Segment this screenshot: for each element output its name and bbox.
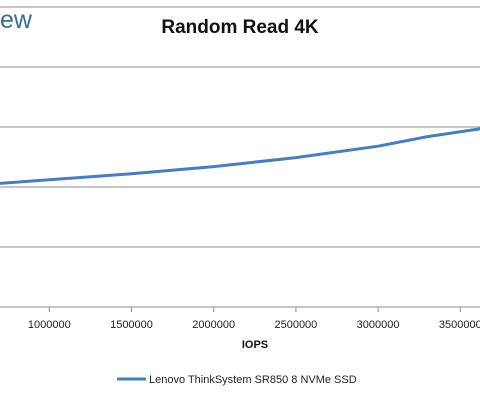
x-tick-label-5: 3500000 (439, 319, 480, 331)
gridlines (0, 6, 480, 248)
chart-title: Random Read 4K (161, 17, 319, 38)
x-tick-label-0: 1000000 (28, 319, 71, 331)
x-axis-ticks (48, 307, 461, 312)
x-tick-label-2: 2000000 (192, 319, 235, 331)
x-tick-label-4: 3000000 (357, 319, 400, 331)
x-tick-label-1: 1500000 (110, 319, 153, 331)
series-line (0, 127, 480, 185)
x-axis-label: IOPS (242, 339, 268, 351)
x-axis-tick-labels: 1000000 1500000 2000000 2500000 3000000 35000… (28, 319, 480, 331)
x-tick-label-3: 2500000 (274, 319, 317, 331)
legend-label: Lenovo ThinkSystem SR850 8 NVMe SSD (149, 374, 357, 386)
watermark-logo-text: ew (0, 6, 33, 34)
